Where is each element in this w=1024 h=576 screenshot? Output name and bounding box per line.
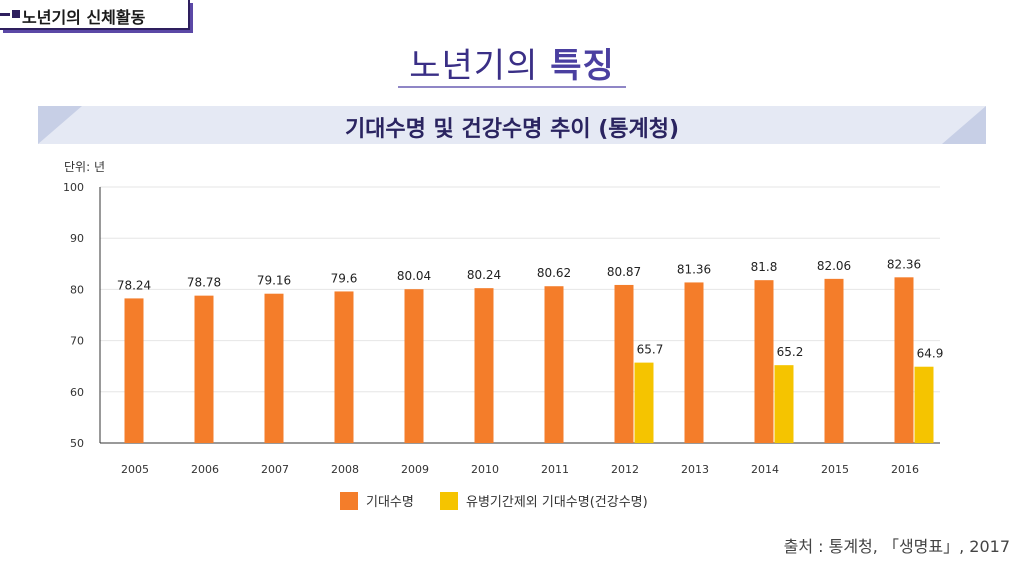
band-left-triangle xyxy=(38,106,82,144)
x-tick-label: 2009 xyxy=(401,463,429,476)
y-tick-label: 60 xyxy=(70,386,84,399)
data-label: 81.36 xyxy=(677,262,711,276)
bar-life-expectancy xyxy=(684,282,704,443)
data-label: 80.62 xyxy=(537,266,571,280)
bar-life-expectancy xyxy=(824,278,844,443)
data-label: 65.7 xyxy=(637,343,664,357)
bar-healthy-life xyxy=(774,365,794,443)
x-tick-label: 2006 xyxy=(191,463,219,476)
x-tick-label: 2012 xyxy=(611,463,639,476)
bar-life-expectancy xyxy=(474,288,494,443)
data-label: 78.24 xyxy=(117,278,151,292)
data-label: 79.6 xyxy=(331,271,358,285)
data-label: 80.87 xyxy=(607,265,641,279)
y-tick-label: 90 xyxy=(70,232,84,245)
band-right-triangle xyxy=(942,106,986,144)
y-tick-label: 80 xyxy=(70,283,84,296)
data-label: 79.16 xyxy=(257,274,291,288)
x-tick-label: 2015 xyxy=(821,463,849,476)
page-title-bold: 특징 xyxy=(550,46,615,86)
tab-square-icon xyxy=(12,10,20,18)
bar-life-expectancy xyxy=(754,280,774,443)
unit-label: 단위: 년 xyxy=(64,160,105,174)
source-note: 출처 : 통계청, 「생명표」, 2017 xyxy=(783,537,1010,556)
x-tick-label: 2016 xyxy=(891,463,919,476)
bar-life-expectancy xyxy=(544,286,564,443)
bar-life-expectancy xyxy=(614,284,634,443)
legend-label-healthy-life: 유병기간제외 기대수명(건강수명) xyxy=(465,495,648,510)
y-tick-label: 50 xyxy=(70,437,84,450)
x-tick-label: 2011 xyxy=(541,463,569,476)
section-tab: 노년기의 신체활동 xyxy=(0,0,190,30)
page-title-plain: 노년기의 xyxy=(409,46,539,86)
data-label: 80.04 xyxy=(397,269,431,283)
data-label: 65.2 xyxy=(777,345,804,359)
bar-life-expectancy xyxy=(404,289,424,443)
x-tick-label: 2008 xyxy=(331,463,359,476)
chart-legend: 기대수명 유병기간제외 기대수명(건강수명) xyxy=(340,491,670,514)
title-underline xyxy=(398,86,626,88)
data-label: 82.06 xyxy=(817,259,851,273)
bar-life-expectancy xyxy=(264,293,284,443)
chart-title-band: 기대수명 및 건강수명 추이 (통계청) xyxy=(38,106,986,144)
x-tick-label: 2005 xyxy=(121,463,149,476)
data-label: 82.36 xyxy=(887,257,921,271)
data-label: 64.9 xyxy=(917,347,944,361)
legend-swatch-healthy-life xyxy=(439,491,458,510)
bar-healthy-life xyxy=(634,362,654,443)
legend-swatch-life-expectancy xyxy=(340,491,358,510)
bar-life-expectancy xyxy=(124,298,144,443)
x-tick-label: 2010 xyxy=(471,463,499,476)
legend-item-life-expectancy: 기대수명 xyxy=(340,491,414,510)
legend-label-life-expectancy: 기대수명 xyxy=(366,495,414,510)
data-label: 78.78 xyxy=(187,276,221,290)
bar-life-expectancy xyxy=(194,295,214,443)
data-label: 81.8 xyxy=(751,260,778,274)
y-tick-label: 100 xyxy=(63,181,84,194)
page-title: 노년기의 특징 xyxy=(0,38,1024,87)
chart-title: 기대수명 및 건강수명 추이 (통계청) xyxy=(344,117,680,142)
tab-bar-decoration xyxy=(0,13,10,16)
x-tick-label: 2014 xyxy=(751,463,779,476)
bar-life-expectancy xyxy=(894,277,914,443)
legend-item-healthy-life: 유병기간제외 기대수명(건강수명) xyxy=(439,491,648,510)
x-tick-label: 2013 xyxy=(681,463,709,476)
bar-life-expectancy xyxy=(334,291,354,443)
x-tick-label: 2007 xyxy=(261,463,289,476)
section-tab-label: 노년기의 신체활동 xyxy=(22,8,146,27)
data-label: 80.24 xyxy=(467,268,501,282)
bar-healthy-life xyxy=(914,366,934,443)
y-tick-label: 70 xyxy=(70,335,84,348)
